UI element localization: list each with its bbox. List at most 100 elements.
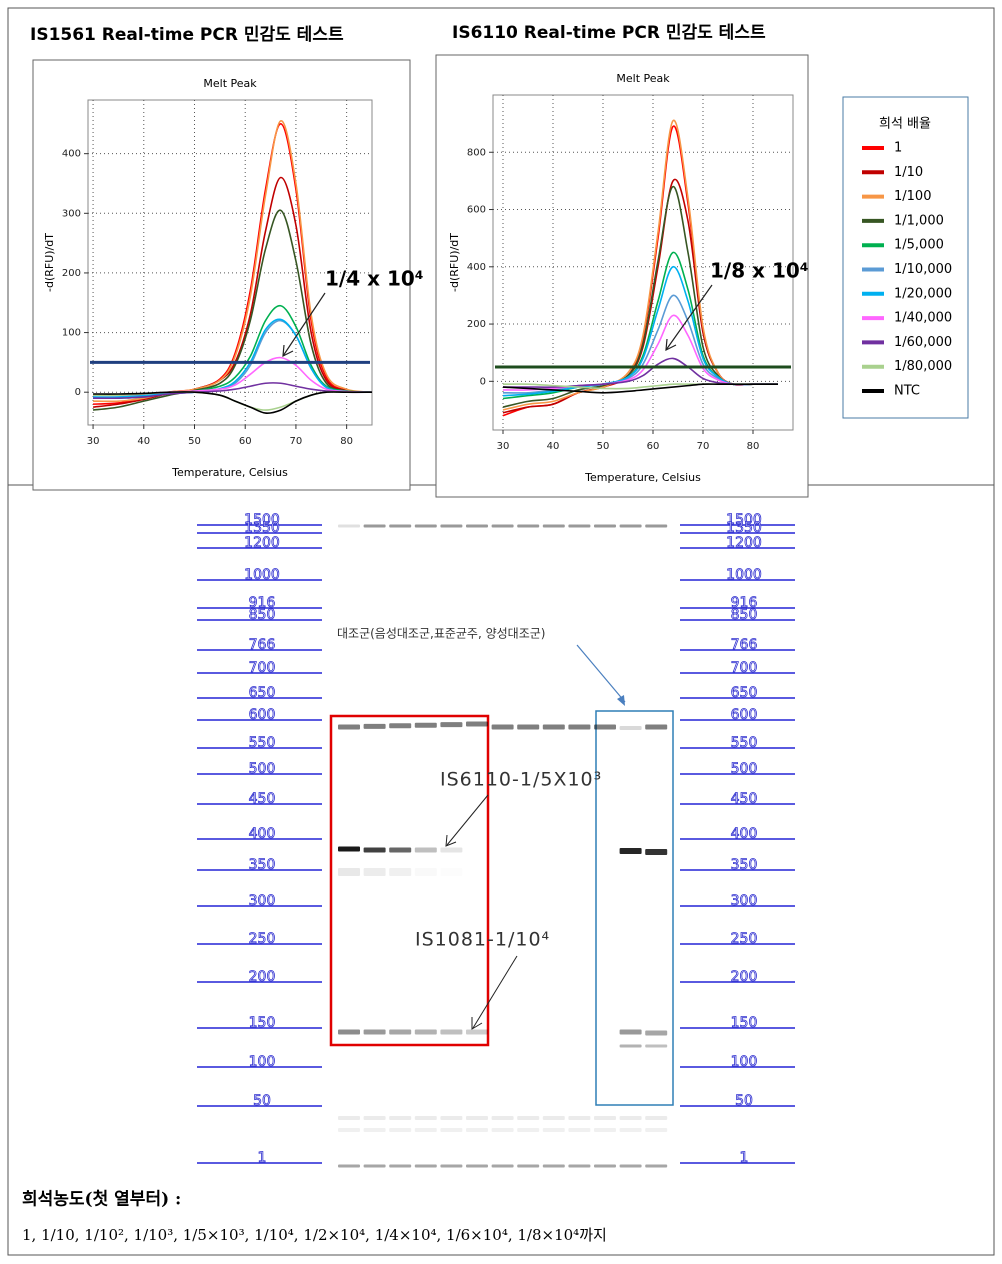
ladder-label: 1200	[244, 535, 280, 551]
legend-label: 1	[894, 141, 902, 156]
gel-band	[645, 524, 668, 528]
gel-band	[568, 524, 591, 528]
arrow	[665, 284, 713, 351]
is6110-label: IS6110-1/5X10³	[440, 769, 602, 791]
gel-band	[594, 1164, 616, 1168]
x-tick-label: 30	[497, 441, 510, 452]
y-axis-label: -d(RFU)/dT	[448, 233, 461, 292]
gel-band	[414, 1128, 437, 1132]
gel-band	[414, 1029, 437, 1035]
plot-title: Melt Peak	[203, 77, 257, 90]
gel-band	[568, 1164, 591, 1168]
gel-band	[517, 724, 540, 730]
gel-band	[363, 723, 386, 729]
is1081-label: IS1081-1/10⁴	[415, 929, 550, 951]
ladder-label: 250	[249, 931, 276, 947]
gel-band	[645, 724, 668, 730]
ladder-label: 400	[249, 826, 276, 842]
ladder-label: 600	[731, 707, 758, 723]
arrowhead	[282, 344, 294, 358]
series-line	[92, 176, 373, 408]
gel-band	[568, 1128, 591, 1132]
ladder-label: 200	[731, 969, 758, 985]
gel-band	[645, 849, 668, 855]
gel-band	[594, 524, 616, 528]
y-tick-label: 800	[467, 147, 486, 158]
gel-band	[363, 847, 386, 853]
x-tick-label: 50	[188, 436, 201, 447]
annotation: 1/4 x 10⁴	[325, 267, 424, 291]
gel-band	[338, 524, 360, 528]
y-tick-label: 0	[480, 376, 486, 387]
gel-band	[440, 1164, 463, 1168]
gel-band	[517, 1116, 540, 1120]
ladder-label: 700	[249, 660, 276, 676]
x-tick-label: 40	[547, 441, 560, 452]
ladder-label: 1	[258, 1150, 267, 1166]
ladder-label: 450	[731, 791, 758, 807]
gel-band	[440, 1128, 463, 1132]
ladder-label: 150	[731, 1015, 758, 1031]
ladder-label: 250	[731, 931, 758, 947]
ladder-label: 400	[731, 826, 758, 842]
gel-band	[363, 1116, 386, 1120]
gel-band	[440, 1116, 463, 1120]
ladder-label: 1000	[726, 567, 762, 583]
gel-band	[517, 1128, 540, 1132]
blue-box	[595, 710, 674, 1106]
ladder-label: 916	[731, 595, 758, 611]
gel-band	[414, 524, 437, 528]
gel-band	[440, 868, 462, 876]
gel-band	[440, 524, 463, 528]
gel-band	[619, 1164, 642, 1168]
gel-band	[542, 1164, 565, 1168]
gel-band	[619, 1116, 642, 1120]
y-axis-label: -d(RFU)/dT	[43, 233, 56, 292]
gel-band	[542, 724, 565, 730]
ladder-label: 500	[249, 761, 276, 777]
x-tick-label: 60	[647, 441, 660, 452]
y-tick-label: 400	[62, 149, 81, 160]
ladder-label: 1500	[726, 512, 762, 528]
ladder-label: 300	[249, 893, 276, 909]
gel-band	[491, 1164, 514, 1168]
gel-band	[440, 1029, 463, 1035]
gel-band	[415, 868, 437, 876]
x-tick-label: 50	[597, 441, 610, 452]
y-tick-label: 400	[467, 262, 486, 273]
ladder-label: 500	[731, 761, 758, 777]
ladder-label: 350	[731, 857, 758, 873]
gel-band	[389, 847, 412, 853]
ladder-label: 350	[249, 857, 276, 873]
gel-band	[568, 1116, 591, 1120]
legend-label: NTC	[894, 384, 920, 399]
gel-band	[338, 868, 360, 876]
y-tick-label: 200	[62, 268, 81, 279]
legend-title: 희석 배율	[879, 117, 931, 132]
legend-label: 1/80,000	[894, 359, 952, 374]
x-axis-label: Temperature, Celsius	[171, 466, 288, 479]
gel-band	[517, 524, 540, 528]
gel-band	[338, 1029, 360, 1035]
annotation: 1/8 x 10⁴	[710, 259, 809, 283]
ladder-label: 300	[731, 893, 758, 909]
y-tick-label: 300	[62, 208, 81, 219]
ladder-label: 850	[249, 607, 276, 623]
arrow	[576, 644, 626, 703]
gel-band	[619, 524, 642, 528]
gel-band	[338, 724, 360, 730]
y-tick-label: 600	[467, 205, 486, 216]
gel-band	[466, 1029, 488, 1035]
x-tick-label: 70	[290, 436, 303, 447]
red-box	[329, 714, 490, 1047]
gel-band	[645, 1164, 668, 1168]
caption-label: 희석농도(첫 열부터) :	[22, 1189, 181, 1210]
gel-band	[389, 723, 412, 729]
y-tick-label: 200	[467, 319, 486, 330]
gel-band	[491, 1116, 514, 1120]
gel-band	[414, 722, 437, 728]
gel-band	[491, 1128, 514, 1132]
ladder-label: 50	[253, 1093, 271, 1109]
ladder-label: 1000	[244, 567, 280, 583]
ladder-label: 1500	[244, 512, 280, 528]
